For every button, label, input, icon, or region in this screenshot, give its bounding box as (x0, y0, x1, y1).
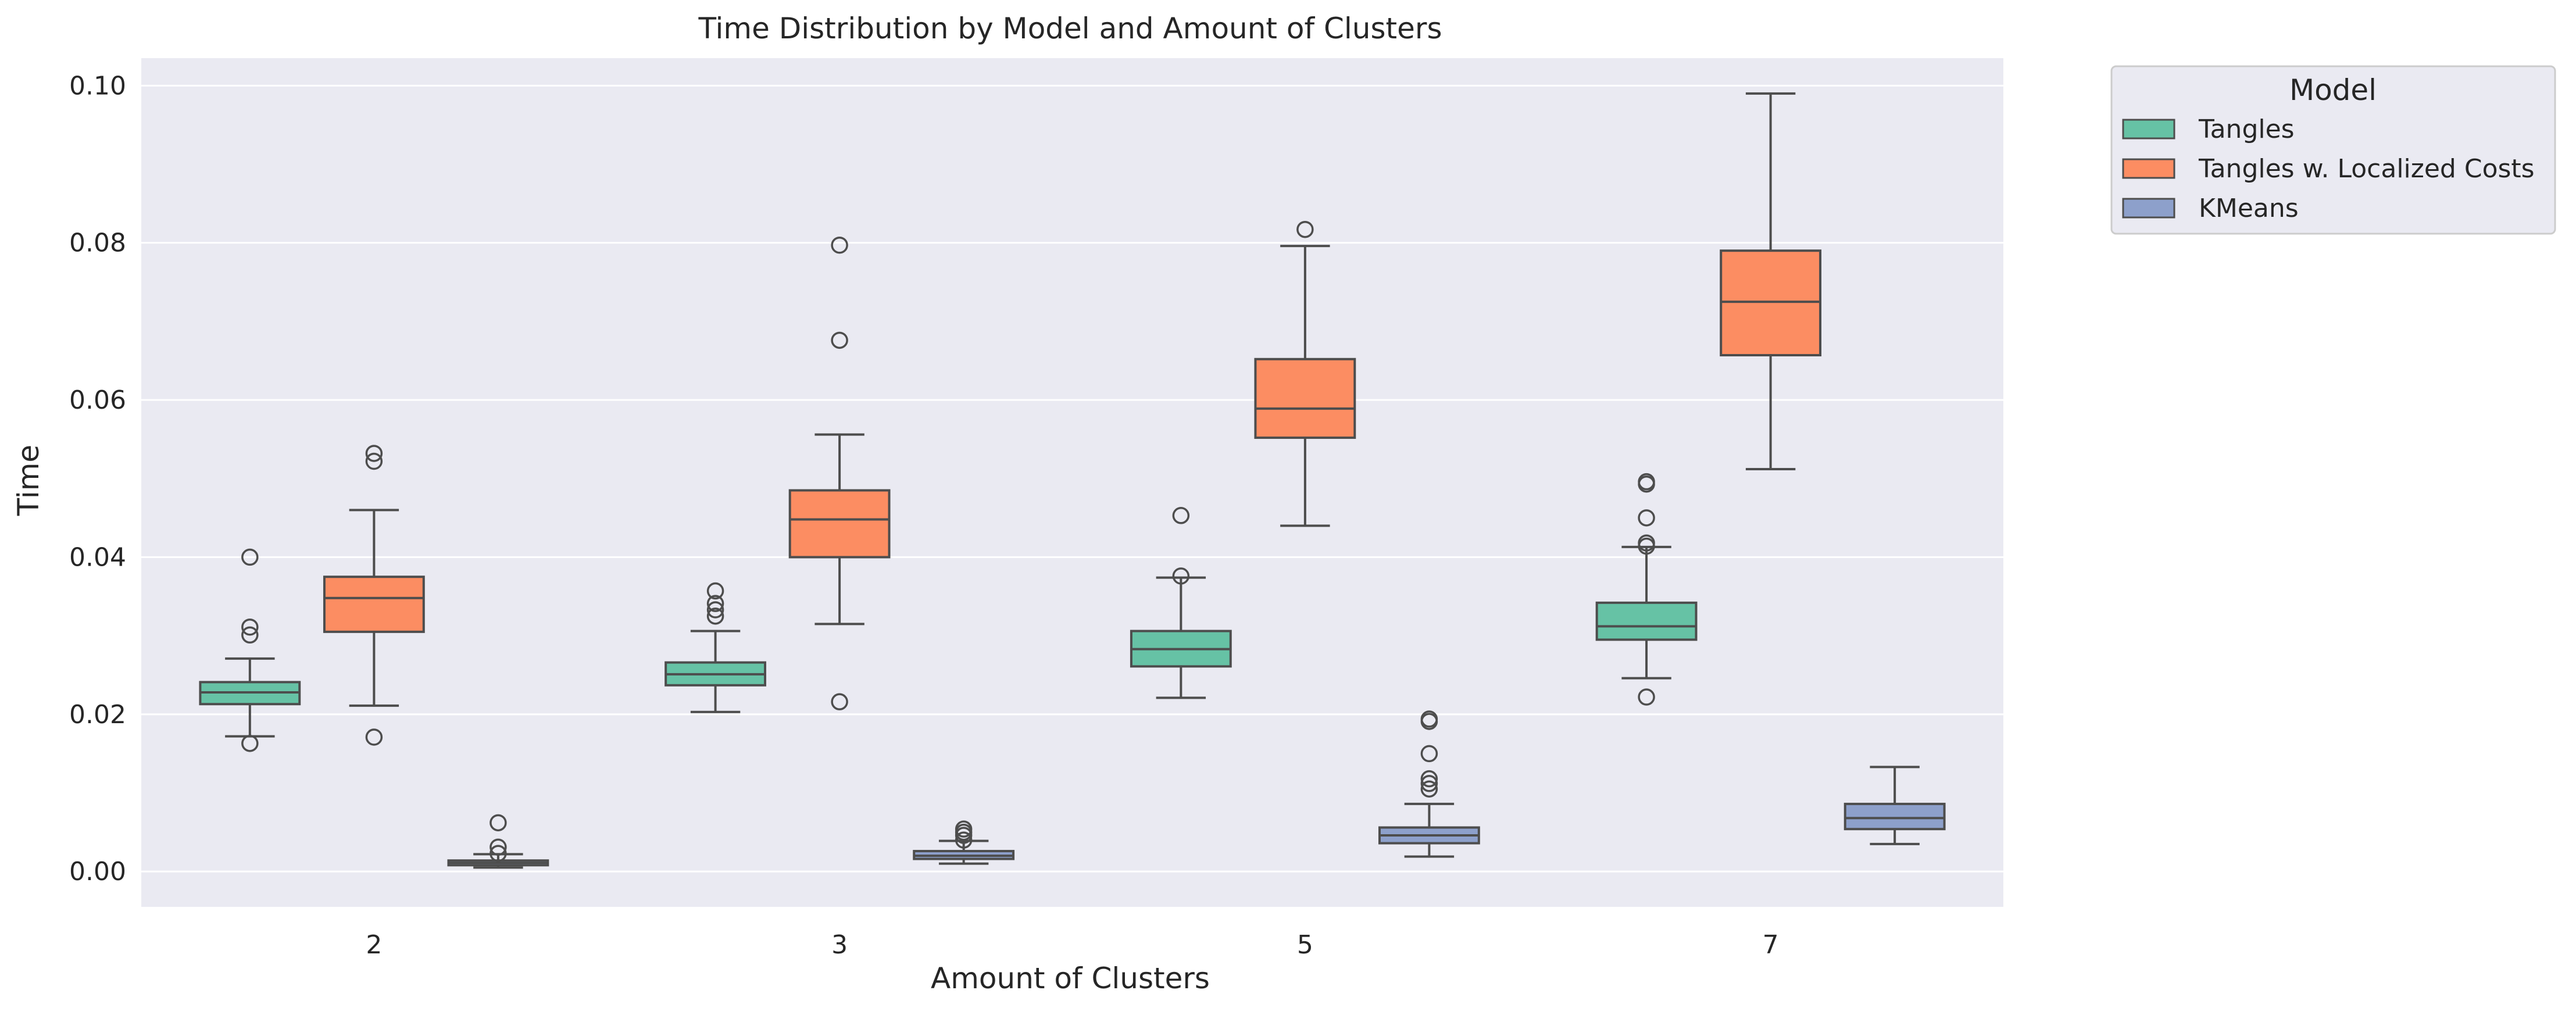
outlier-point (955, 820, 973, 838)
outlier-point (241, 548, 259, 566)
legend-label: Tangles w. Localized Costs (2198, 154, 2535, 184)
outlier-point (490, 845, 507, 862)
outlier-point (1638, 473, 1655, 491)
outlier-point (706, 595, 724, 612)
outlier-point (706, 582, 724, 600)
legend-title: Model (2289, 73, 2377, 107)
box-tangles-7 (1595, 473, 1698, 706)
box-kmeans-7 (1843, 766, 1946, 845)
y-tick-label: 0.08 (69, 228, 126, 258)
y-axis-label: Time (12, 445, 45, 516)
box-tangles-w-localized-costs-5 (1254, 220, 1356, 527)
boxes (199, 92, 1946, 869)
outlier-point (1296, 220, 1314, 238)
y-tick-label: 0.06 (69, 385, 126, 415)
outlier-point (1420, 775, 1438, 792)
outlier-point (831, 331, 848, 349)
chart-title: Time Distribution by Model and Amount of… (698, 12, 1442, 45)
box-tangles-2 (199, 548, 301, 752)
plot-area (141, 58, 2003, 907)
box-tangles-w-localized-costs-3 (788, 236, 891, 710)
outlier-point (1420, 745, 1438, 763)
iqr-box (323, 576, 425, 633)
legend-items: Tangles Tangles w. Localized Costs KMeans (2122, 115, 2535, 223)
legend-label: Tangles (2198, 115, 2295, 144)
outlier-point (490, 838, 507, 856)
box-tangles-3 (664, 582, 767, 713)
outlier-point (1638, 534, 1655, 552)
y-tick-label: 0.04 (69, 542, 126, 572)
legend-swatch (2122, 198, 2175, 219)
iqr-box (1720, 249, 1822, 356)
outlier-point (490, 814, 507, 832)
outlier-point (1172, 567, 1190, 585)
iqr-box (1595, 601, 1698, 641)
box-tangles-w-localized-costs-7 (1720, 92, 1822, 471)
outlier-point (706, 601, 724, 619)
legend-swatch (2122, 119, 2175, 140)
legend-swatch (2122, 158, 2175, 179)
iqr-box (1254, 358, 1356, 439)
grid-lines (141, 84, 2003, 873)
iqr-box (1843, 802, 1946, 831)
outlier-point (365, 452, 383, 470)
box-kmeans-2 (447, 814, 549, 869)
outlier-point (1420, 780, 1438, 798)
x-tick-label: 5 (1297, 930, 1313, 960)
y-axis-ticks: 0.00 0.02 0.04 0.06 0.08 0.10 (69, 71, 126, 887)
box-kmeans-5 (1378, 710, 1480, 858)
x-tick-label: 3 (831, 930, 848, 960)
outlier-point (831, 236, 848, 254)
legend-frame (2110, 65, 2556, 235)
outlier-point (706, 607, 724, 625)
outlier-point (1172, 507, 1190, 524)
box-tangles-w-localized-costs-2 (323, 445, 425, 746)
outlier-point (241, 735, 259, 752)
box-tangles-5 (1130, 507, 1232, 699)
outlier-point (955, 831, 973, 849)
x-axis-label: Amount of Clusters (931, 962, 1210, 995)
outlier-point (365, 445, 383, 462)
box-kmeans-3 (913, 820, 1015, 865)
outlier-point (1638, 509, 1655, 527)
x-axis-ticks: 2 3 5 7 (366, 930, 1778, 960)
y-tick-label: 0.00 (69, 857, 126, 887)
legend-label: KMeans (2199, 194, 2299, 223)
y-tick-label: 0.10 (69, 71, 126, 101)
outlier-point (1420, 770, 1438, 788)
outlier-point (365, 728, 383, 746)
x-tick-label: 2 (366, 930, 382, 960)
legend: Model Tangles Tangles w. Localized Costs K… (2110, 65, 2556, 235)
y-tick-label: 0.02 (69, 700, 126, 730)
iqr-box (788, 489, 891, 559)
outlier-point (241, 618, 259, 636)
outlier-point (831, 693, 848, 710)
outlier-point (1638, 688, 1655, 706)
outlier-point (241, 626, 259, 644)
x-tick-label: 7 (1763, 930, 1779, 960)
outlier-point (1420, 710, 1438, 728)
